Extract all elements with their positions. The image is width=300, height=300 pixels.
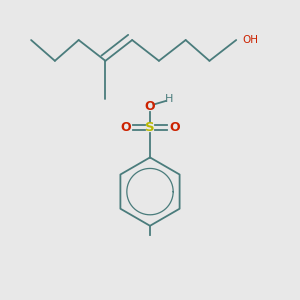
- Text: OH: OH: [242, 35, 258, 45]
- Text: S: S: [145, 121, 155, 134]
- Text: H: H: [165, 94, 173, 104]
- Text: O: O: [145, 100, 155, 113]
- Text: O: O: [169, 121, 180, 134]
- Text: O: O: [120, 121, 130, 134]
